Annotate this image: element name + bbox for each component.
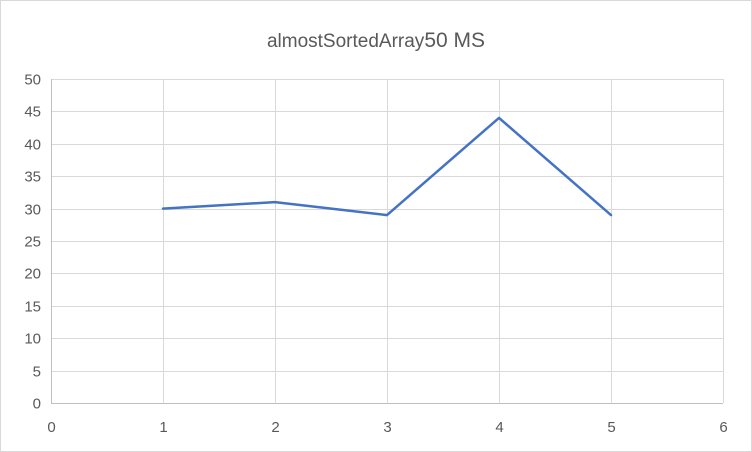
chart-title: almostSortedArray50 MS [267,29,485,52]
plot-series [161,116,613,217]
y-tick-label: 20 [24,266,41,283]
y-tick-label: 45 [24,104,41,121]
y-tick-label: 35 [24,169,41,186]
y-tick-label: 0 [33,396,41,413]
gridlines [51,79,724,403]
x-tick-label: 5 [607,419,615,436]
y-tick-label: 10 [24,331,41,348]
x-tick-label: 4 [495,419,503,436]
y-tick-label: 40 [24,137,41,154]
y-tick-label: 25 [24,234,41,251]
chart-title-main: almostSortedArray [267,31,425,52]
series-line [161,116,613,217]
x-tick-label: 3 [383,419,391,436]
x-tick-label: 0 [47,419,55,436]
y-tick-label: 50 [24,72,41,89]
y-tick-label: 30 [24,202,41,219]
chart-title-suffix: 50 MS [424,29,485,52]
y-tick-label: 15 [24,299,41,316]
x-tick-label: 1 [159,419,167,436]
x-tick-label: 2 [271,419,279,436]
axes [51,79,723,404]
x-tick-label: 6 [719,419,727,436]
y-tick-label: 5 [33,364,41,381]
